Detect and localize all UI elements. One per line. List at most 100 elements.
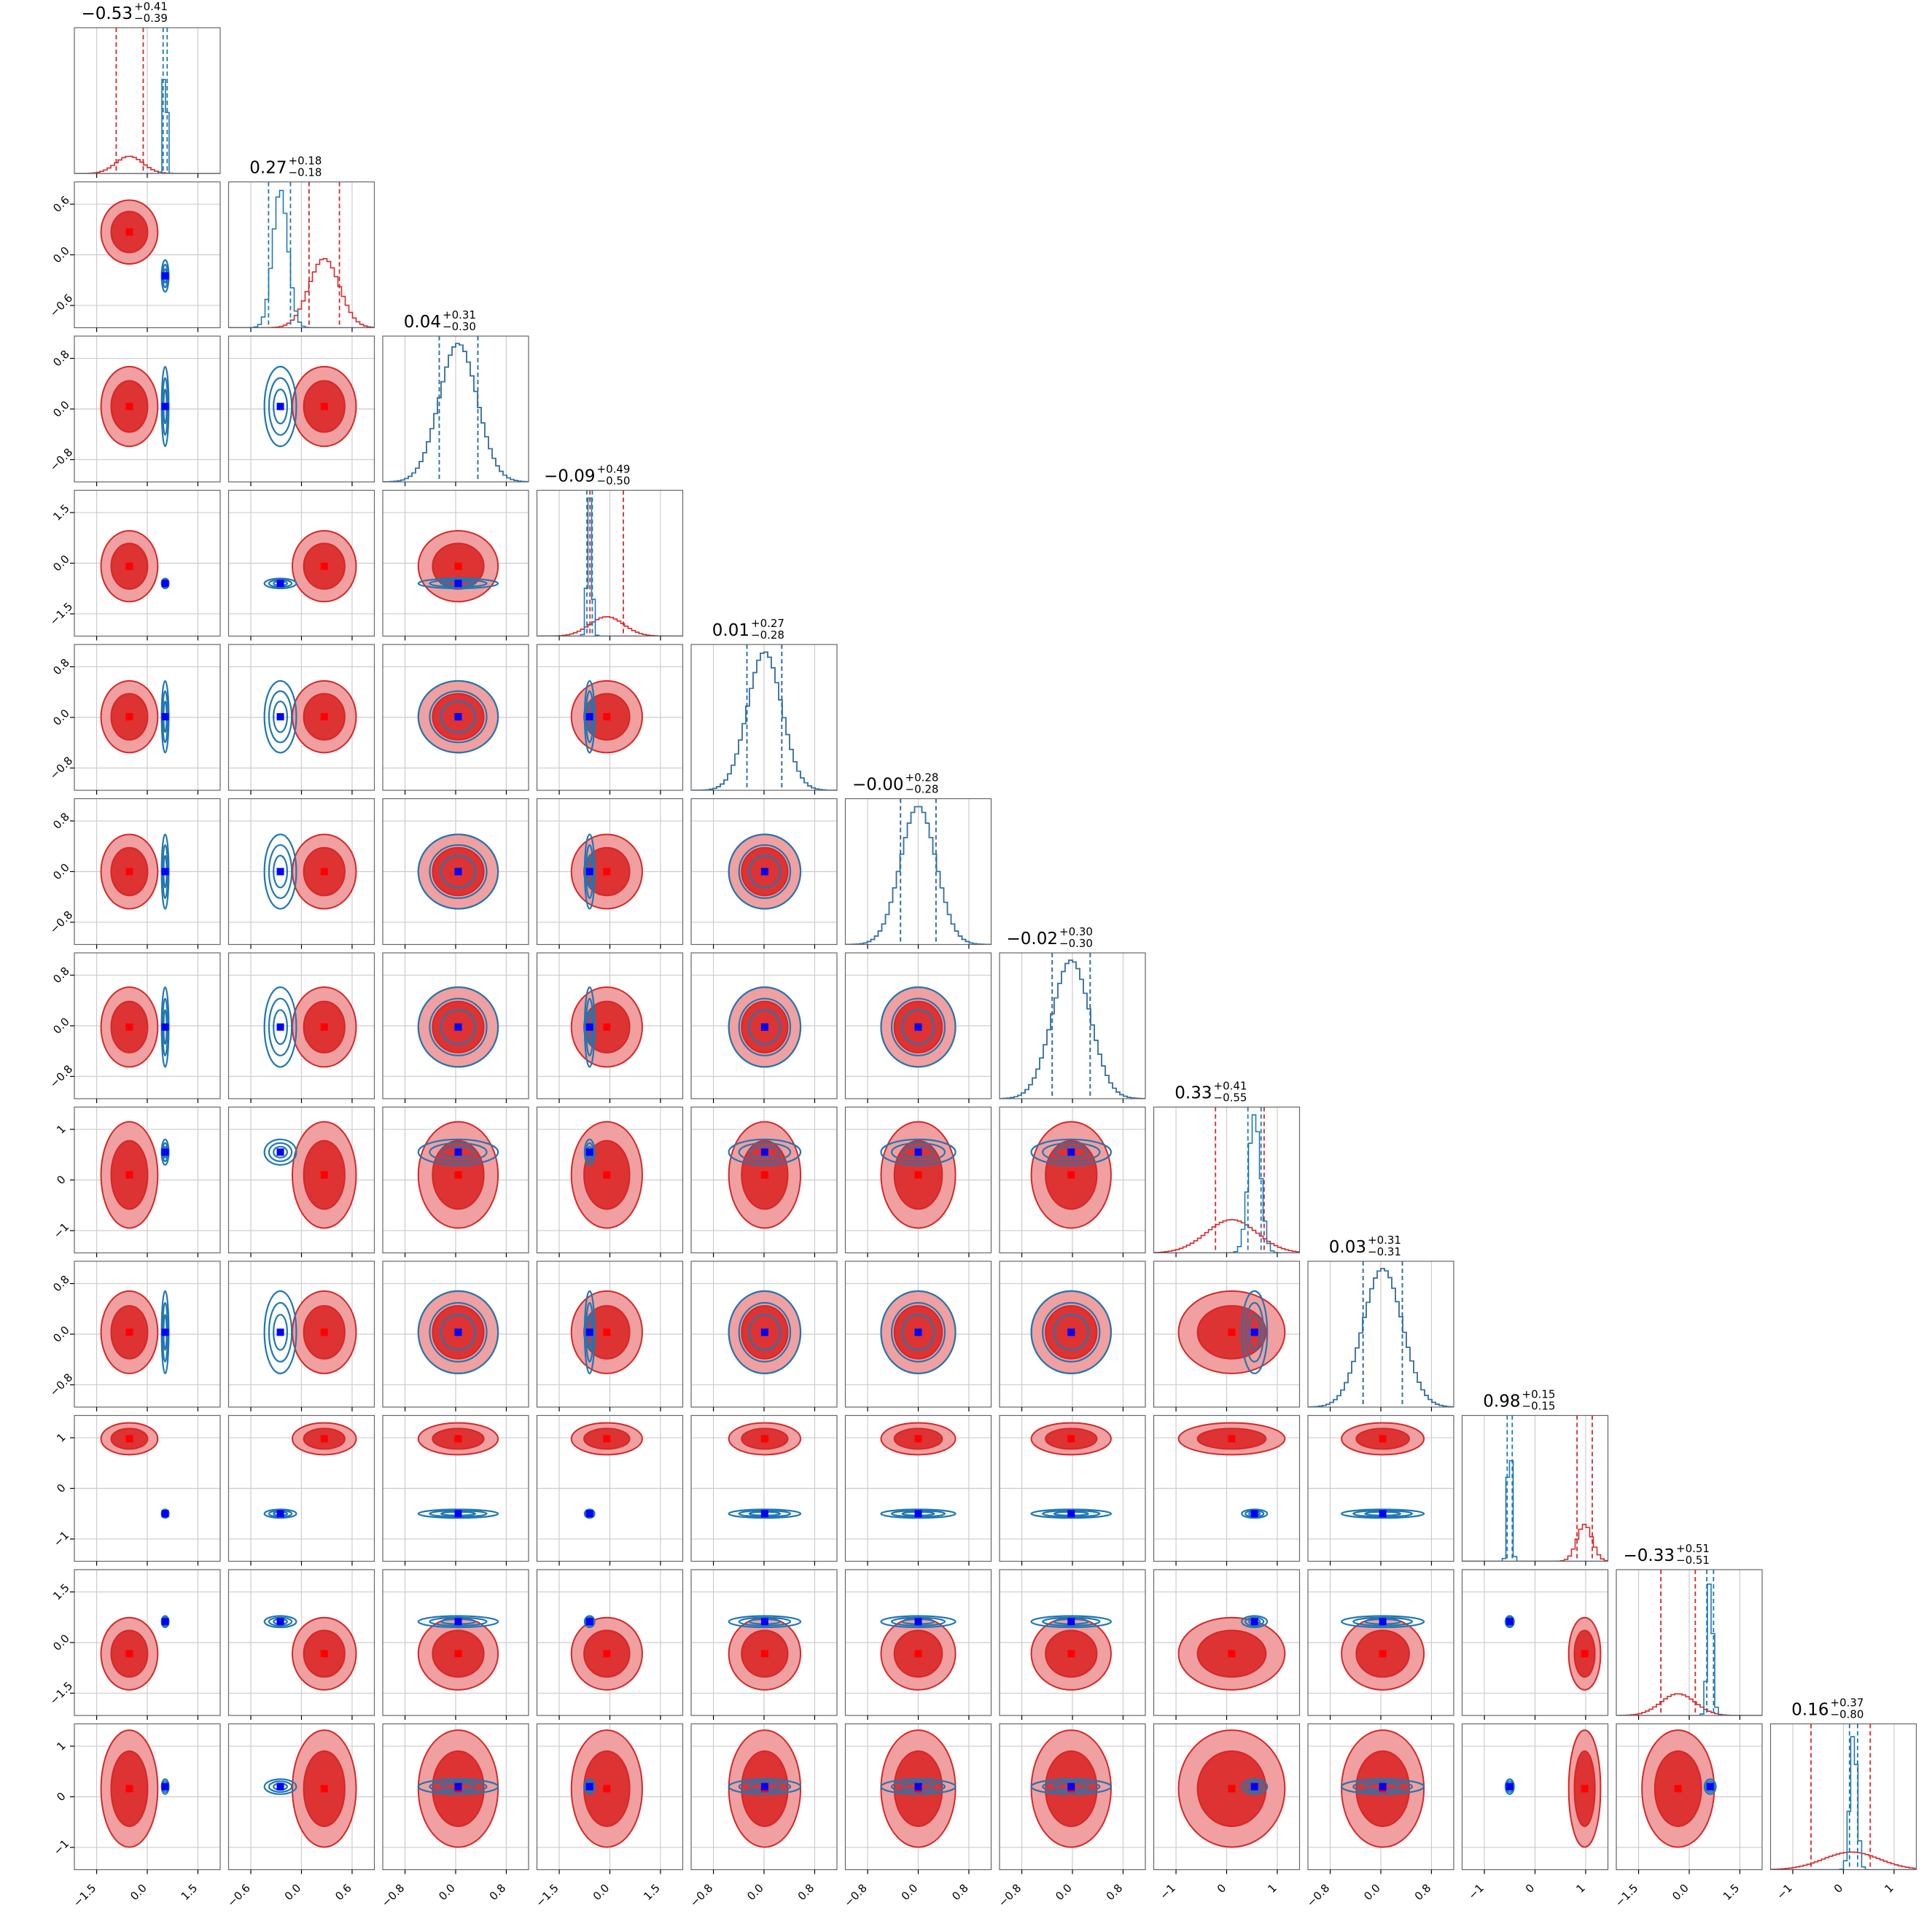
blue-contour-0 [1030,1615,1113,1629]
blue-contour-0 [728,986,802,1068]
blue-marker [1067,1618,1075,1626]
red-marker [320,1435,328,1443]
hist-blue-step [1000,959,1145,1099]
hist-blue-step [845,806,992,945]
red-marker [1228,1435,1236,1443]
blue-marker [1067,1510,1075,1518]
hist-panel-10: −0.33 +0.51−0.51 [1616,1542,1763,1720]
blue-contour-1 [268,1616,293,1627]
blue-contour-0 [417,833,499,910]
hist-panel-7: 0.33 +0.41−0.55 [1153,1080,1301,1258]
blue-contour-1 [1042,1142,1101,1162]
blue-marker [276,713,284,721]
contour-panel-6-4 [690,952,838,1103]
x-tick-label: −1 [1158,1882,1178,1902]
contour-panel-1-0: −0.60.00.6 [47,181,221,332]
blue-marker [161,868,169,876]
red-marker [603,713,611,721]
blue-contour-2 [273,854,289,889]
blue-marker [276,1510,284,1518]
panel-title-value: 0.01 [712,621,749,640]
blue-contour-0 [1241,1615,1269,1629]
blue-contour-2 [748,854,782,889]
blue-marker [760,1328,768,1336]
blue-contour-0 [1030,1778,1113,1795]
blue-contour-0 [880,1290,957,1375]
blue-marker [276,1023,284,1031]
contour-panel-3-1 [227,489,375,641]
hist-blue-step [1770,1736,1917,1870]
blue-marker [585,868,593,876]
y-tick-label: 0.8 [50,656,72,678]
blue-contour-1 [429,844,488,900]
blue-contour-0 [417,577,499,590]
x-tick-label: −0.8 [1304,1882,1332,1909]
blue-marker [161,1510,169,1518]
contour-panel-5-3 [536,798,684,949]
red-marker [914,1435,922,1443]
panel-title-plus: +0.41 [134,0,168,13]
blue-marker [276,1783,284,1791]
contour-panel-6-1 [227,952,375,1103]
contour-panel-10-9 [1461,1569,1609,1720]
red-marker [125,1023,133,1031]
blue-contour-2 [901,1009,935,1045]
blue-contour-1 [738,1301,792,1363]
red-marker [454,1171,462,1179]
blue-contour-0 [417,986,499,1068]
red-marker [125,1435,133,1443]
blue-contour-1 [890,997,946,1056]
blue-marker [585,713,593,721]
blue-marker [914,1023,922,1031]
blue-contour-0 [263,577,297,590]
blue-contour-0 [263,1138,297,1166]
blue-contour-1 [1705,1780,1715,1793]
x-tick-label: 0.0 [436,1882,458,1904]
hist-panel-2: 0.04 +0.31−0.30 [382,308,529,486]
blue-contour-1 [1042,1616,1101,1627]
blue-marker [454,1148,462,1156]
blue-contour-1 [1042,1301,1101,1363]
blue-contour-0 [1241,1778,1269,1795]
x-tick-label: 0.8 [949,1882,971,1904]
blue-marker [1706,1783,1714,1791]
blue-marker [454,1328,462,1336]
red-marker [603,1023,611,1031]
red-marker [1067,1171,1075,1179]
red-marker [1228,1785,1236,1793]
contour-panel-9-0: −1 0 1 [51,1414,221,1566]
blue-marker [276,868,284,876]
contour-panel-9-5 [844,1414,992,1566]
blue-marker [161,713,169,721]
blue-contour-0 [417,1778,499,1795]
blue-marker [760,1148,768,1156]
blue-contour-1 [268,844,293,900]
blue-marker [276,580,284,588]
blue-contour-0 [583,833,596,910]
blue-marker [914,1783,922,1791]
x-tick-label: 0.0 [744,1882,766,1904]
panel-title-minus: −0.80 [1831,1708,1864,1721]
hist-red-step [1153,1219,1300,1253]
blue-marker [454,1618,462,1626]
blue-marker [1379,1618,1387,1626]
panel-title-plus: +0.49 [597,463,631,476]
blue-contour-2 [273,1314,289,1351]
blue-contour-2 [440,1145,477,1158]
panel-title-plus: +0.37 [1831,1697,1864,1710]
contour-panel-10-4 [690,1569,838,1720]
contour-panel-4-0: −0.80.00.8 [47,644,221,795]
x-tick-label: 0.0 [282,1882,304,1904]
blue-contour-1 [268,997,293,1056]
contour-panel-11-1: −0.6 0.0 0.6 [225,1723,375,1909]
blue-marker [1250,1328,1258,1336]
blue-marker [760,1510,768,1518]
hist-panel-3: −0.09 +0.49−0.50 [536,463,684,641]
red-marker [125,713,133,721]
blue-contour-1 [429,997,488,1056]
contour-panel-9-8 [1307,1414,1454,1566]
blue-contour-2 [748,1145,782,1158]
blue-contour-0 [728,1778,802,1795]
blue-contour-1 [738,997,792,1056]
contour-panel-7-5 [844,1106,992,1258]
